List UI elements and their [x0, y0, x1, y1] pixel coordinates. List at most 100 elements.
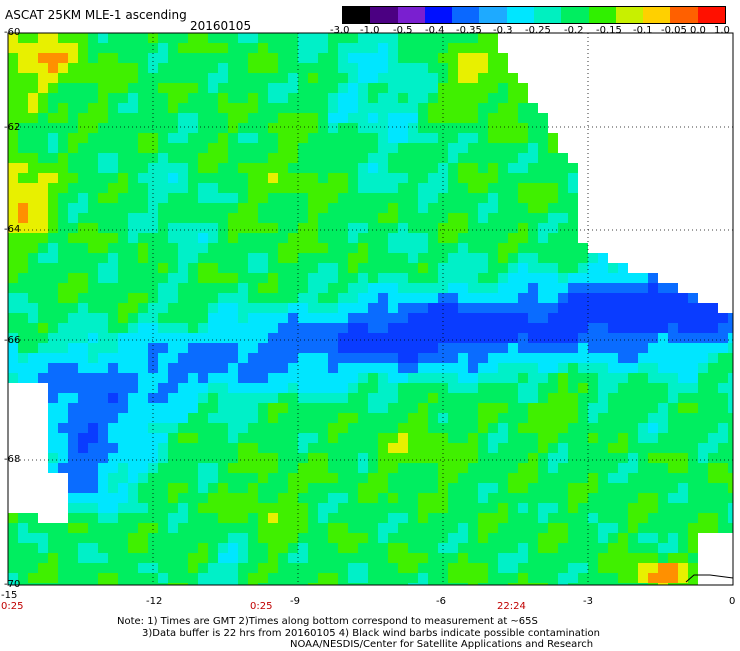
mle-cell	[618, 303, 628, 313]
mle-cell	[118, 383, 128, 393]
mle-cell	[228, 443, 238, 453]
mle-cell	[278, 323, 288, 333]
mle-cell	[318, 573, 328, 583]
mle-cell	[218, 253, 228, 263]
mle-cell	[478, 403, 488, 413]
mle-cell	[28, 583, 38, 585]
mle-cell	[328, 403, 338, 413]
mle-cell	[508, 53, 518, 63]
mle-cell	[208, 413, 218, 423]
mle-cell	[498, 63, 508, 73]
mle-cell	[218, 213, 228, 223]
mle-cell	[88, 463, 98, 473]
mle-cell	[8, 453, 18, 463]
mle-cell	[608, 543, 618, 553]
mle-cell	[578, 453, 588, 463]
mle-cell	[708, 53, 718, 63]
mle-cell	[698, 143, 708, 153]
mle-cell	[268, 163, 278, 173]
mle-cell	[408, 363, 418, 373]
mle-cell	[518, 313, 528, 323]
mle-cell	[238, 253, 248, 263]
mle-cell	[108, 173, 118, 183]
mle-cell	[628, 63, 638, 73]
mle-cell	[258, 73, 268, 83]
mle-cell	[338, 303, 348, 313]
mle-cell	[528, 103, 538, 113]
mle-cell	[418, 543, 428, 553]
mle-cell	[378, 433, 388, 443]
mle-cell	[298, 93, 308, 103]
mle-cell	[518, 423, 528, 433]
mle-cell	[658, 163, 668, 173]
mle-cell	[688, 113, 698, 123]
mle-cell	[378, 503, 388, 513]
mle-cell	[698, 43, 708, 53]
mle-cell	[558, 523, 568, 533]
mle-cell	[388, 573, 398, 583]
mle-cell	[348, 343, 358, 353]
mle-cell	[398, 423, 408, 433]
mle-cell	[28, 303, 38, 313]
mle-cell	[98, 233, 108, 243]
mle-cell	[608, 243, 618, 253]
mle-cell	[558, 143, 568, 153]
mle-cell	[598, 423, 608, 433]
mle-cell	[398, 123, 408, 133]
mle-cell	[678, 73, 688, 83]
mle-cell	[308, 323, 318, 333]
mle-cell	[308, 43, 318, 53]
mle-cell	[368, 503, 378, 513]
mle-cell	[688, 453, 698, 463]
mle-cell	[668, 313, 678, 323]
mle-cell	[98, 333, 108, 343]
mle-cell	[228, 163, 238, 173]
mle-cell	[168, 63, 178, 73]
mle-cell	[498, 193, 508, 203]
mle-cell	[178, 553, 188, 563]
mle-cell	[288, 453, 298, 463]
mle-cell	[358, 583, 368, 585]
mle-cell	[328, 563, 338, 573]
mle-cell	[208, 333, 218, 343]
mle-cell	[38, 243, 48, 253]
mle-cell	[598, 273, 608, 283]
mle-cell	[658, 283, 668, 293]
mle-cell	[78, 433, 88, 443]
mle-cell	[28, 463, 38, 473]
mle-cell	[558, 223, 568, 233]
mle-cell	[168, 193, 178, 203]
mle-cell	[698, 503, 708, 513]
mle-cell	[728, 343, 733, 353]
mle-cell	[348, 83, 358, 93]
mle-cell	[338, 473, 348, 483]
mle-cell	[258, 93, 268, 103]
mle-cell	[38, 323, 48, 333]
mle-cell	[518, 393, 528, 403]
mle-cell	[418, 533, 428, 543]
mle-cell	[238, 373, 248, 383]
mle-cell	[248, 253, 258, 263]
mle-cell	[228, 553, 238, 563]
mle-cell	[258, 43, 268, 53]
mle-cell	[618, 533, 628, 543]
mle-cell	[258, 393, 268, 403]
mle-cell	[98, 513, 108, 523]
mle-cell	[258, 173, 268, 183]
mle-cell	[458, 553, 468, 563]
mle-cell	[288, 213, 298, 223]
mle-cell	[198, 83, 208, 93]
mle-cell	[198, 563, 208, 573]
mle-cell	[608, 353, 618, 363]
mle-cell	[58, 563, 68, 573]
mle-cell	[488, 443, 498, 453]
mle-cell	[618, 343, 628, 353]
mle-cell	[698, 473, 708, 483]
mle-cell	[268, 583, 278, 585]
mle-cell	[38, 213, 48, 223]
mle-cell	[168, 213, 178, 223]
mle-cell	[38, 313, 48, 323]
mle-cell	[678, 33, 688, 43]
mle-cell	[288, 123, 298, 133]
mle-cell	[358, 343, 368, 353]
